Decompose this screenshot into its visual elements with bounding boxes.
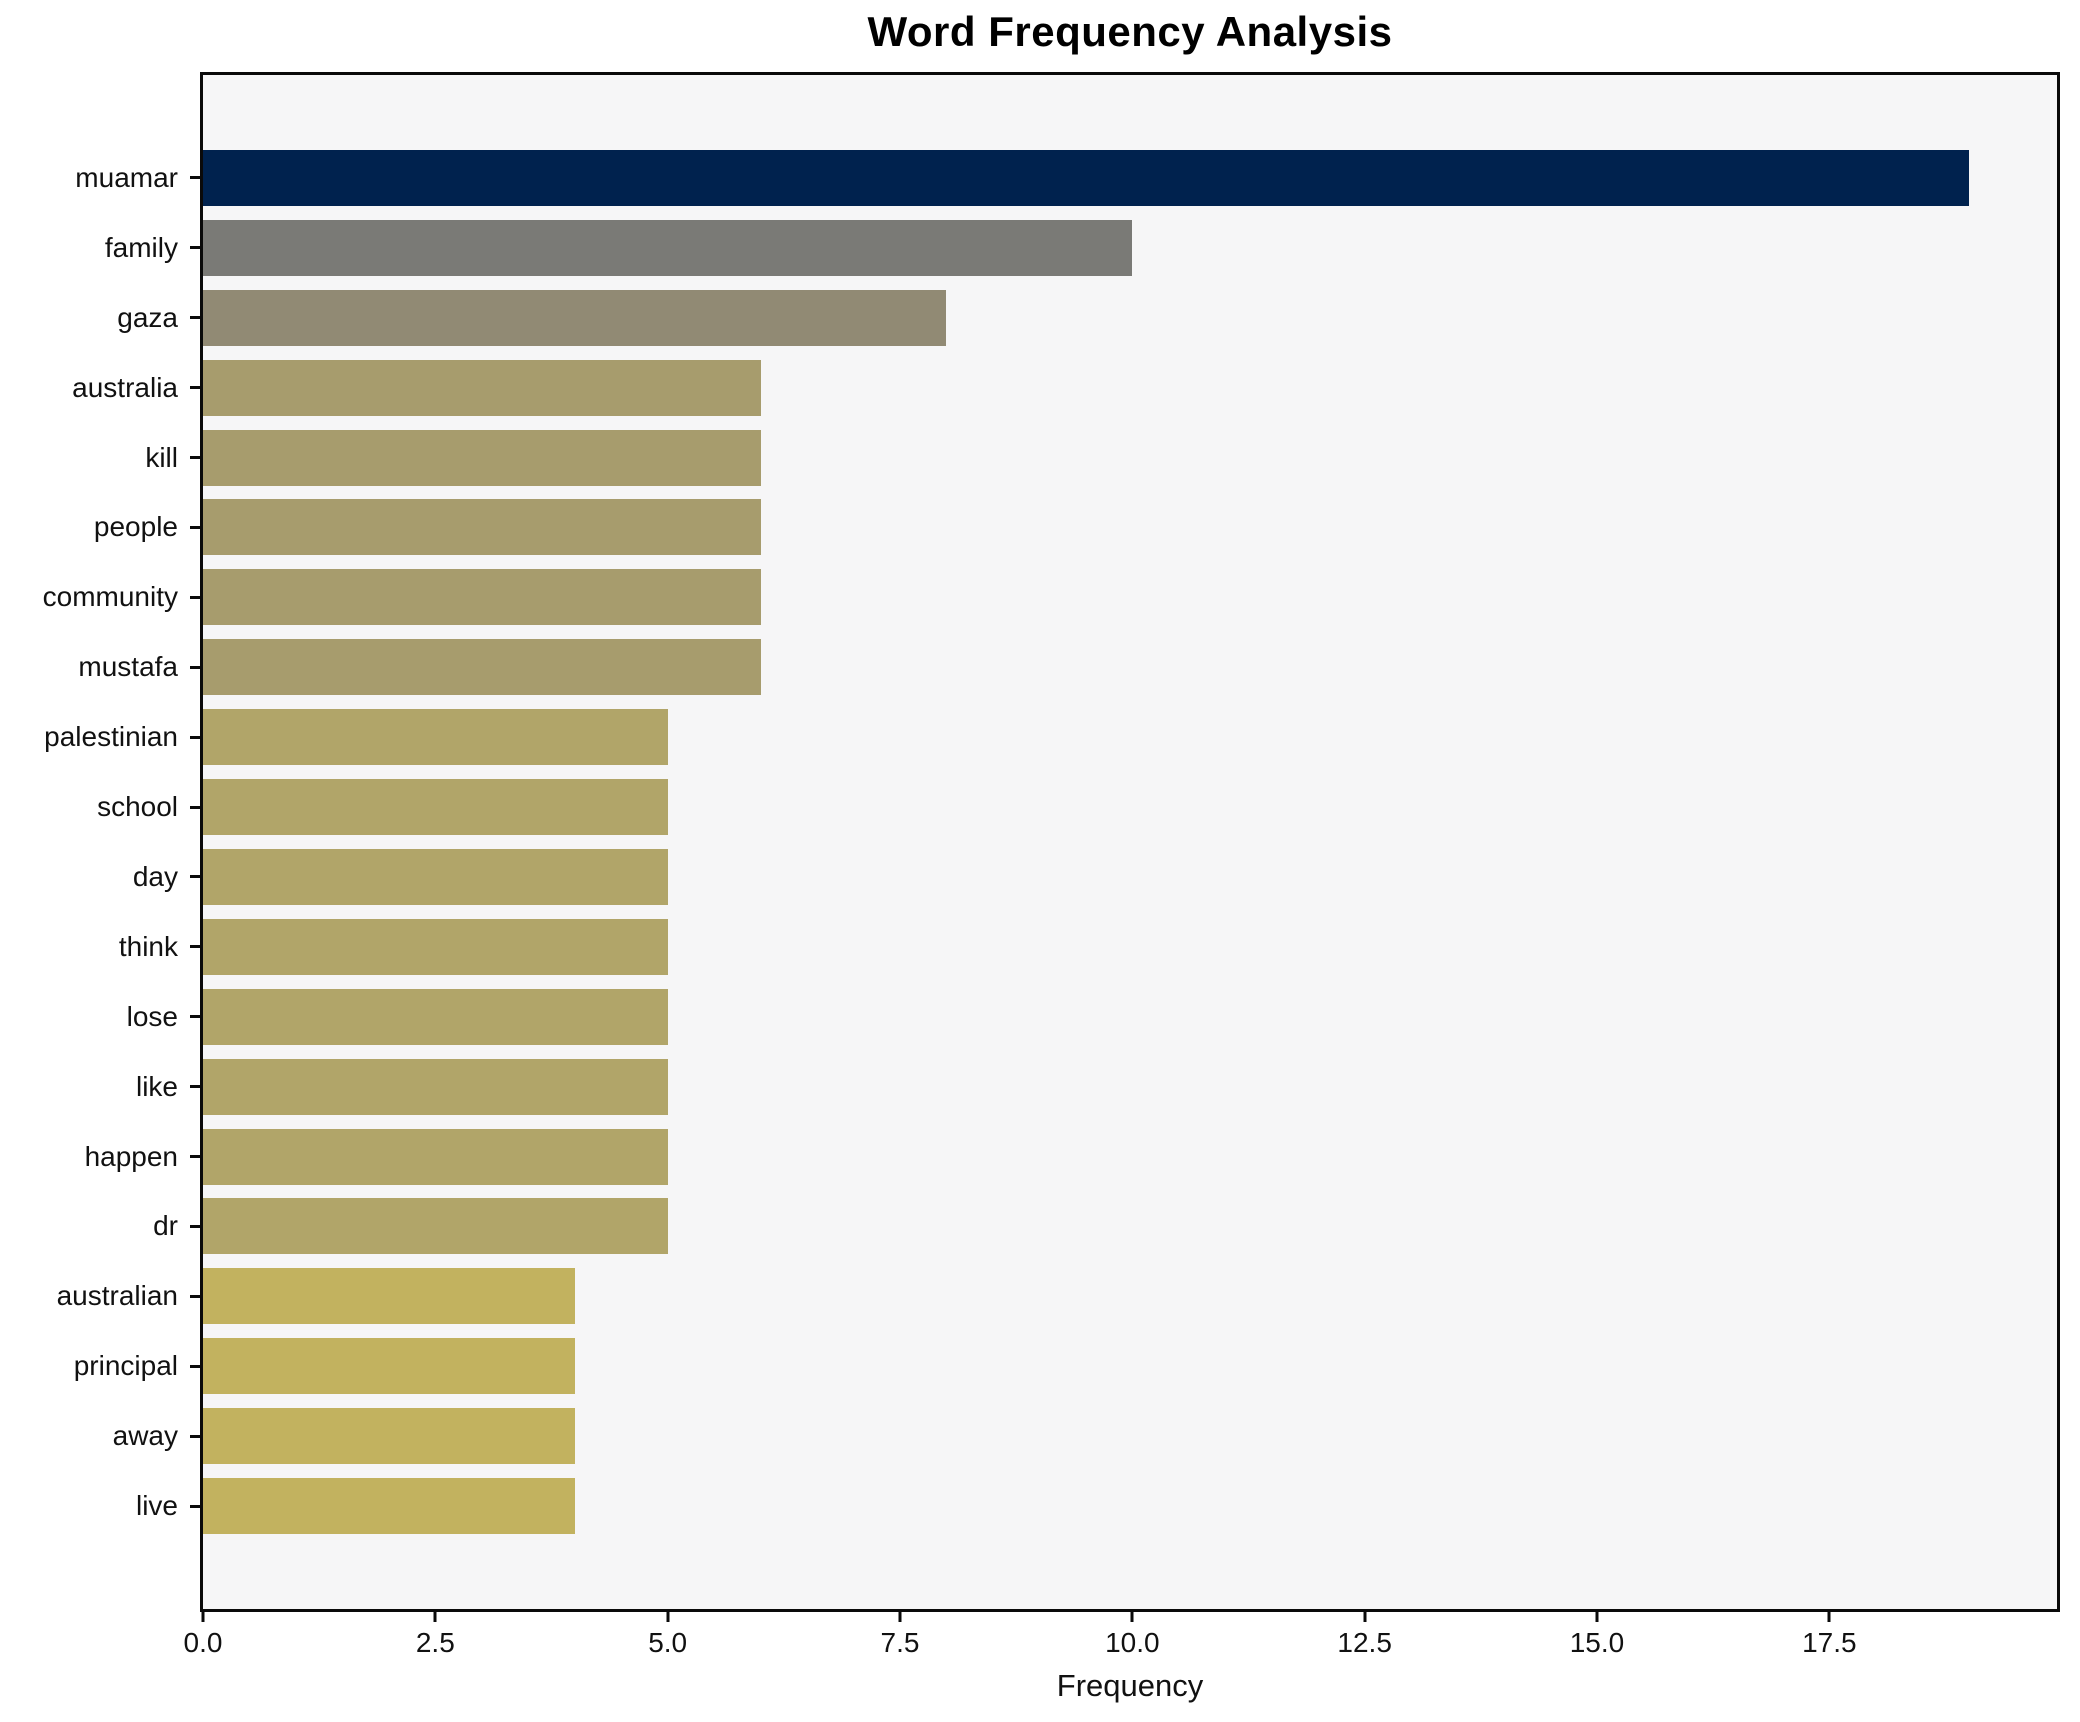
x-tick-label-15.0: 15.0 <box>1569 1627 1625 1658</box>
y-tick-day <box>190 875 203 879</box>
y-tick-label-dr: dr <box>153 1210 178 1242</box>
bar-gaza <box>203 289 947 346</box>
y-tick-label-live: live <box>135 1490 178 1522</box>
x-tick-12.5 <box>1363 1609 1367 1622</box>
bar-day <box>203 848 668 905</box>
y-tick-label-away: away <box>112 1420 178 1452</box>
bar-live <box>203 1478 575 1535</box>
y-tick-principal <box>190 1364 203 1368</box>
y-tick-live <box>190 1504 203 1508</box>
y-tick-think <box>190 945 203 949</box>
y-tick-family <box>190 246 203 250</box>
bar-lose <box>203 988 668 1045</box>
y-tick-like <box>190 1085 203 1089</box>
x-tick-label-17.5: 17.5 <box>1802 1627 1857 1658</box>
y-tick-dr <box>190 1224 203 1228</box>
y-tick-happen <box>190 1155 203 1159</box>
plot-area: muamar family gaza australia kill people commu… <box>43 72 2060 1658</box>
x-axis-label: Frequency <box>1056 1668 1204 1703</box>
y-tick-muamar <box>190 176 203 180</box>
y-tick-lose <box>190 1015 203 1019</box>
x-tick-label-12.5: 12.5 <box>1337 1627 1392 1658</box>
x-tick-17.5 <box>1827 1609 1831 1622</box>
y-tick-label-day: day <box>132 860 178 892</box>
bar-like <box>203 1058 668 1115</box>
bar-principal <box>203 1338 575 1395</box>
y-tick-away <box>190 1434 203 1438</box>
bar-australia <box>203 359 761 416</box>
y-tick-palestinian <box>190 735 203 739</box>
y-tick-people <box>190 525 203 529</box>
bar-muamar <box>203 149 1969 206</box>
y-tick-label-kill: kill <box>145 441 178 473</box>
y-tick-gaza <box>190 316 203 320</box>
y-tick-label-community: community <box>42 581 178 613</box>
y-tick-label-think: think <box>118 930 178 962</box>
bar-community <box>203 569 761 626</box>
x-tick-10.0 <box>1130 1609 1134 1622</box>
bar-people <box>203 499 761 556</box>
y-tick-label-gaza: gaza <box>117 301 178 333</box>
x-tick-label-0.0: 0.0 <box>183 1627 223 1658</box>
x-tick-5.0 <box>666 1609 670 1622</box>
y-tick-label-australia: australia <box>72 371 178 403</box>
bar-kill <box>203 429 761 486</box>
bar-dr <box>203 1198 668 1255</box>
x-tick-2.5 <box>433 1609 437 1622</box>
y-tick-label-muamar: muamar <box>75 161 178 193</box>
y-tick-label-school: school <box>97 791 178 823</box>
y-tick-australian <box>190 1294 203 1298</box>
y-tick-label-mustafa: mustafa <box>78 651 178 683</box>
y-tick-label-palestinian: palestinian <box>44 721 178 753</box>
y-tick-label-family: family <box>104 231 178 263</box>
y-tick-label-principal: principal <box>73 1350 178 1382</box>
y-tick-school <box>190 805 203 809</box>
y-tick-label-lose: lose <box>126 1000 178 1032</box>
bar-palestinian <box>203 709 668 766</box>
x-tick-0.0 <box>201 1609 205 1622</box>
bar-family <box>203 219 1133 276</box>
x-tick-7.5 <box>898 1609 902 1622</box>
x-tick-label-2.5: 2.5 <box>415 1627 455 1658</box>
y-tick-community <box>190 595 203 599</box>
bar-happen <box>203 1128 668 1185</box>
x-tick-label-7.5: 7.5 <box>880 1627 920 1658</box>
bar-mustafa <box>203 639 761 696</box>
x-tick-label-10.0: 10.0 <box>1105 1627 1160 1658</box>
y-tick-label-australian: australian <box>56 1280 178 1312</box>
y-tick-australia <box>190 386 203 390</box>
bar-away <box>203 1408 575 1465</box>
y-tick-kill <box>190 456 203 460</box>
y-tick-label-happen: happen <box>84 1140 178 1172</box>
y-tick-label-like: like <box>135 1070 178 1102</box>
x-tick-15.0 <box>1595 1609 1599 1622</box>
x-tick-label-5.0: 5.0 <box>648 1627 688 1658</box>
bar-australian <box>203 1268 575 1325</box>
chart-title: Word Frequency Analysis <box>867 8 1393 55</box>
bar-school <box>203 779 668 836</box>
bar-think <box>203 918 668 975</box>
y-tick-label-people: people <box>93 511 178 543</box>
y-tick-mustafa <box>190 665 203 669</box>
